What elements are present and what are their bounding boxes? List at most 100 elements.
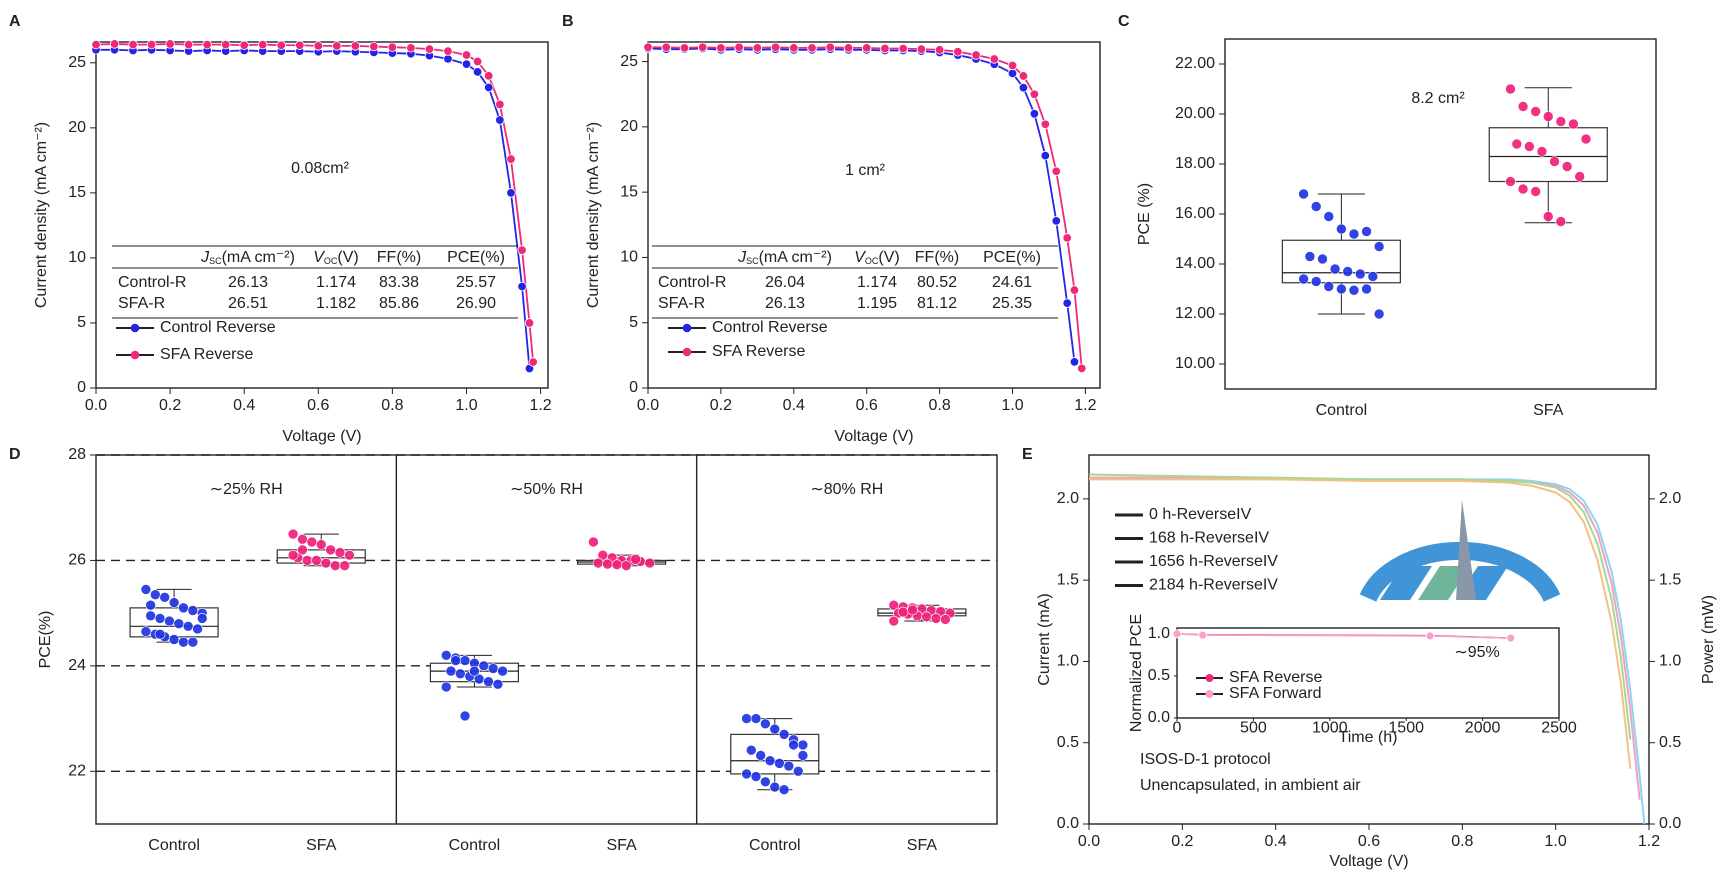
data-point <box>1361 283 1372 295</box>
x-axis-label: Voltage (V) <box>282 428 361 445</box>
data-point <box>1051 166 1061 176</box>
legend-label: Control Reverse <box>160 319 276 336</box>
panel-letter: D <box>9 446 21 463</box>
data-point <box>145 599 156 611</box>
data-point <box>178 636 189 648</box>
data-point <box>239 40 249 50</box>
data-point <box>789 43 799 53</box>
plot-frame <box>647 41 1101 389</box>
data-point <box>196 613 208 624</box>
data-point <box>168 634 180 645</box>
data-point <box>301 555 313 566</box>
data-point <box>792 765 804 777</box>
y-tick-label: 10 <box>68 249 86 266</box>
table-cell: 26.04 <box>765 274 805 291</box>
data-point <box>165 39 175 49</box>
table-cell: SFA-R <box>658 295 705 312</box>
header-subscript: OC <box>865 256 879 266</box>
data-point <box>1018 82 1029 93</box>
y-tick-label: 0.0 <box>1057 815 1079 832</box>
legend-label: 0 h-ReverseIV <box>1149 506 1252 523</box>
x-tick-label: SFA <box>907 837 938 854</box>
data-point <box>461 59 472 69</box>
x-tick-label: 1.0 <box>1001 397 1023 414</box>
table-cell: 24.61 <box>992 274 1032 291</box>
x-tick-label: 2000 <box>1465 720 1501 737</box>
table-header: VOC(V) <box>854 249 900 266</box>
table-header: PCE(%) <box>447 249 505 266</box>
data-point <box>1517 101 1529 112</box>
x-tick-label: 0.0 <box>1078 833 1100 850</box>
y-tick-label: 5 <box>629 314 638 331</box>
data-point <box>258 39 268 50</box>
plot-frame <box>95 454 998 825</box>
data-point <box>1505 176 1516 187</box>
data-point <box>313 41 323 51</box>
data-point <box>517 245 527 255</box>
series-line <box>648 46 1083 369</box>
legend-marker <box>682 347 692 357</box>
data-point <box>276 40 286 50</box>
data-point <box>140 584 152 595</box>
data-point <box>916 44 927 54</box>
table-cell: 1.182 <box>316 295 356 312</box>
y2-tick-label: 0.0 <box>1659 815 1681 832</box>
x-tick-label: 1000 <box>1312 720 1348 737</box>
legend-label: SFA Reverse <box>1229 669 1322 686</box>
data-point <box>287 549 299 561</box>
data-point <box>187 636 199 648</box>
panel-label: ∼80% RH <box>810 481 883 498</box>
data-point <box>495 99 505 110</box>
y-tick-label: 14.00 <box>1175 255 1215 272</box>
data-point <box>1542 111 1554 122</box>
data-point <box>1029 89 1040 99</box>
y-tick-label: 5 <box>77 314 86 331</box>
data-point <box>1029 109 1040 119</box>
data-point <box>602 558 613 570</box>
data-point <box>1077 363 1087 374</box>
data-point <box>192 623 203 635</box>
x-tick-label: 1.2 <box>529 397 551 414</box>
data-point <box>154 613 166 624</box>
legend-label: SFA Reverse <box>160 346 253 363</box>
data-point <box>492 679 504 690</box>
data-point <box>145 610 156 622</box>
panel-letter: C <box>1118 13 1130 30</box>
data-point <box>109 39 120 49</box>
data-point <box>459 655 471 666</box>
y-tick-label: 0 <box>77 379 86 396</box>
data-point <box>1373 308 1385 320</box>
data-point <box>178 602 189 614</box>
data-point <box>440 650 452 661</box>
legend-label: 2184 h-ReverseIV <box>1149 577 1278 594</box>
y-tick-label: 16.00 <box>1175 205 1215 222</box>
data-point <box>807 43 817 53</box>
data-point <box>898 43 908 54</box>
header-unit: (mA cm⁻²) <box>759 249 832 266</box>
x-tick-label: 0.2 <box>710 397 732 414</box>
table-header: FF(%) <box>915 249 959 266</box>
x-tick-label: Control <box>749 837 801 854</box>
y2-axis-label: Power (mW) <box>1700 595 1717 684</box>
data-point <box>1555 216 1567 227</box>
y-tick-label: 0 <box>629 379 638 396</box>
x-tick-label: SFA <box>1533 402 1564 419</box>
data-point <box>760 776 771 788</box>
data-point <box>1310 201 1322 212</box>
data-point <box>1062 233 1072 243</box>
data-point <box>888 615 900 627</box>
header-symbol: V <box>313 249 325 266</box>
legend-label: 168 h-ReverseIV <box>1149 530 1269 547</box>
data-point <box>325 544 336 556</box>
data-point <box>306 536 318 548</box>
x-tick-label: 1.2 <box>1074 397 1096 414</box>
data-point <box>350 41 361 51</box>
y-tick-label: 28 <box>68 446 86 463</box>
data-point <box>146 39 157 50</box>
table-header: JSC(mA cm⁻²) <box>200 249 295 266</box>
table-cell: 1.174 <box>857 274 897 291</box>
y-tick-label: 0.5 <box>1148 667 1170 684</box>
data-point <box>517 281 527 292</box>
data-point <box>311 555 322 566</box>
data-point <box>764 755 776 767</box>
